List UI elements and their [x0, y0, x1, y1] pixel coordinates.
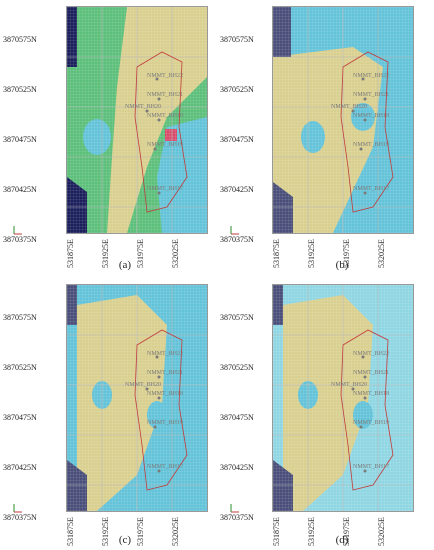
heatmap-d: NMMT_BH22 NMMT_BH21 NMMT_BH20 NMMT_BH18 … — [273, 285, 413, 511]
bh17-label-b: NMMT_BH17 — [353, 186, 389, 192]
map-a: NMMT_BH22 NMMT_BH21 NMMT_BH20 NMMT_BH18 … — [66, 6, 208, 234]
y-label-d-1: 3870525N — [220, 363, 254, 372]
bh22-label-d: NMMT_BH22 — [353, 351, 389, 357]
x-label-c-0: 531875E — [66, 517, 75, 546]
map-b: NMMT_BH22 NMMT_BH21 NMMT_BH20 NMMT_BH18 … — [272, 6, 414, 234]
x-label-d-3: 532025E — [377, 517, 386, 546]
x-label-d-0: 531875E — [272, 517, 281, 546]
caption-a: (a) — [118, 259, 132, 271]
x-label-a-0: 531875E — [66, 239, 75, 268]
y-label-b-2: 3870475N — [220, 135, 254, 144]
bh19-label-d: NMMT_BH19 — [353, 420, 389, 426]
y-label-d-2: 3870475N — [220, 413, 254, 422]
x-label-b-1: 531925E — [307, 239, 316, 268]
y-label-a-0: 3870575N — [3, 35, 37, 44]
caption-c: (c) — [118, 534, 132, 546]
bh21-label-c: NMMT_BH21 — [147, 370, 183, 376]
caption-b: (b) — [335, 259, 349, 271]
axes-icon — [230, 504, 239, 513]
bh19-label-c: NMMT_BH19 — [147, 420, 183, 426]
y-label-c-1: 3870525N — [3, 363, 37, 372]
y-label-d-3: 3870425N — [220, 463, 254, 472]
axes-icon — [13, 504, 22, 513]
bh17-label-a: NMMT_BH17 — [147, 186, 183, 192]
heatmap-a: NMMT_BH22 NMMT_BH21 NMMT_BH20 NMMT_BH18 … — [67, 7, 207, 233]
bh18-label-c: NMMT_BH18 — [147, 391, 183, 397]
y-label-b-0: 3870575N — [220, 35, 254, 44]
bh22-label-c: NMMT_BH22 — [147, 351, 183, 357]
y-label-a-2: 3870475N — [3, 135, 37, 144]
bh17-label-d: NMMT_BH17 — [353, 464, 389, 470]
y-label-a-3: 3870425N — [3, 185, 37, 194]
map-d: NMMT_BH22 NMMT_BH21 NMMT_BH20 NMMT_BH18 … — [272, 284, 414, 512]
y-label-a-1: 3870525N — [3, 85, 37, 94]
bh22-label-a: NMMT_BH22 — [147, 73, 183, 79]
x-label-d-1: 531925E — [307, 517, 316, 546]
y-label-d-4: 3870375N — [220, 513, 254, 522]
bh18-label-a: NMMT_BH18 — [147, 113, 183, 119]
x-label-b-3: 532025E — [377, 239, 386, 268]
y-label-b-1: 3870525N — [220, 85, 254, 94]
bh21-label-d: NMMT_BH21 — [353, 370, 389, 376]
bh22-label-b: NMMT_BH22 — [353, 73, 389, 79]
bh20-label-c: NMMT_BH20 — [125, 382, 161, 388]
bh19-label-b: NMMT_BH19 — [353, 142, 389, 148]
y-label-c-4: 3870375N — [3, 513, 37, 522]
y-label-c-0: 3870575N — [3, 313, 37, 322]
bh20-label-d: NMMT_BH20 — [331, 382, 367, 388]
bh20-label-a: NMMT_BH20 — [125, 104, 161, 110]
bh19-label-a: NMMT_BH19 — [147, 142, 183, 148]
y-label-c-3: 3870425N — [3, 463, 37, 472]
map-c: NMMT_BH22 NMMT_BH21 NMMT_BH20 NMMT_BH18 … — [66, 284, 208, 512]
x-label-b-0: 531875E — [272, 239, 281, 268]
bh21-label-a: NMMT_BH21 — [147, 92, 183, 98]
y-label-a-4: 3870375N — [3, 235, 37, 244]
axes-icon — [230, 226, 239, 235]
x-label-c-3: 532025E — [171, 517, 180, 546]
axes-icon — [13, 226, 22, 235]
y-label-d-0: 3870575N — [220, 313, 254, 322]
caption-d: (d) — [335, 534, 349, 546]
bh17-label-c: NMMT_BH17 — [147, 464, 183, 470]
y-label-c-2: 3870475N — [3, 413, 37, 422]
bh18-label-b: NMMT_BH18 — [353, 113, 389, 119]
bh21-label-b: NMMT_BH21 — [353, 92, 389, 98]
bh20-label-b: NMMT_BH20 — [331, 104, 367, 110]
y-label-b-4: 3870375N — [220, 235, 254, 244]
heatmap-b: NMMT_BH22 NMMT_BH21 NMMT_BH20 NMMT_BH18 … — [273, 7, 413, 233]
bh18-label-d: NMMT_BH18 — [353, 391, 389, 397]
heatmap-c: NMMT_BH22 NMMT_BH21 NMMT_BH20 NMMT_BH18 … — [67, 285, 207, 511]
y-label-b-3: 3870425N — [220, 185, 254, 194]
x-label-a-3: 532025E — [171, 239, 180, 268]
